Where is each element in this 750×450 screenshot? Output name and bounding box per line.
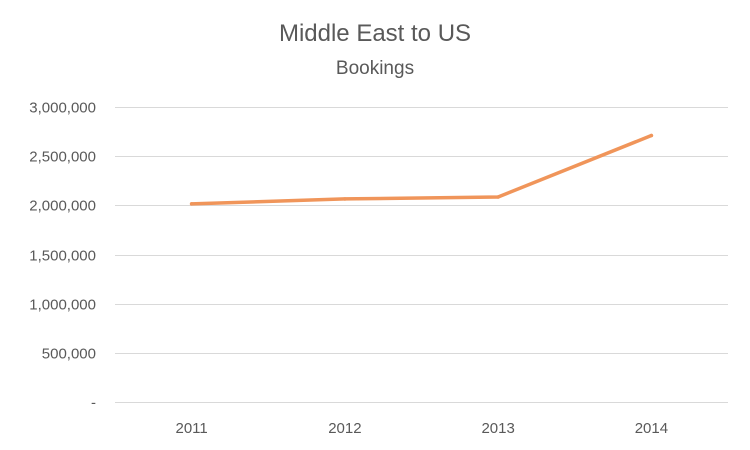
- x-tick-label: 2013: [481, 420, 514, 437]
- y-tick-label: 2,500,000: [29, 149, 96, 166]
- data-point: [649, 133, 654, 138]
- y-tick-label: -: [91, 395, 96, 412]
- data-point: [496, 195, 500, 199]
- x-tick-label: 2011: [175, 420, 207, 437]
- chart-title: Middle East to US: [278, 20, 472, 47]
- y-tick-label: 3,000,000: [29, 100, 96, 117]
- series-line: [189, 133, 654, 206]
- y-tick-label: 1,000,000: [29, 297, 96, 314]
- data-point: [189, 202, 194, 206]
- x-tick-label: 2014: [635, 420, 668, 437]
- chart-subtitle: Bookings: [335, 58, 415, 79]
- y-tick-label: 500,000: [42, 346, 96, 363]
- y-tick-label: 1,500,000: [29, 248, 96, 265]
- x-tick-label: 2012: [328, 420, 361, 437]
- data-point: [343, 197, 347, 201]
- y-tick-label: 2,000,000: [29, 198, 96, 215]
